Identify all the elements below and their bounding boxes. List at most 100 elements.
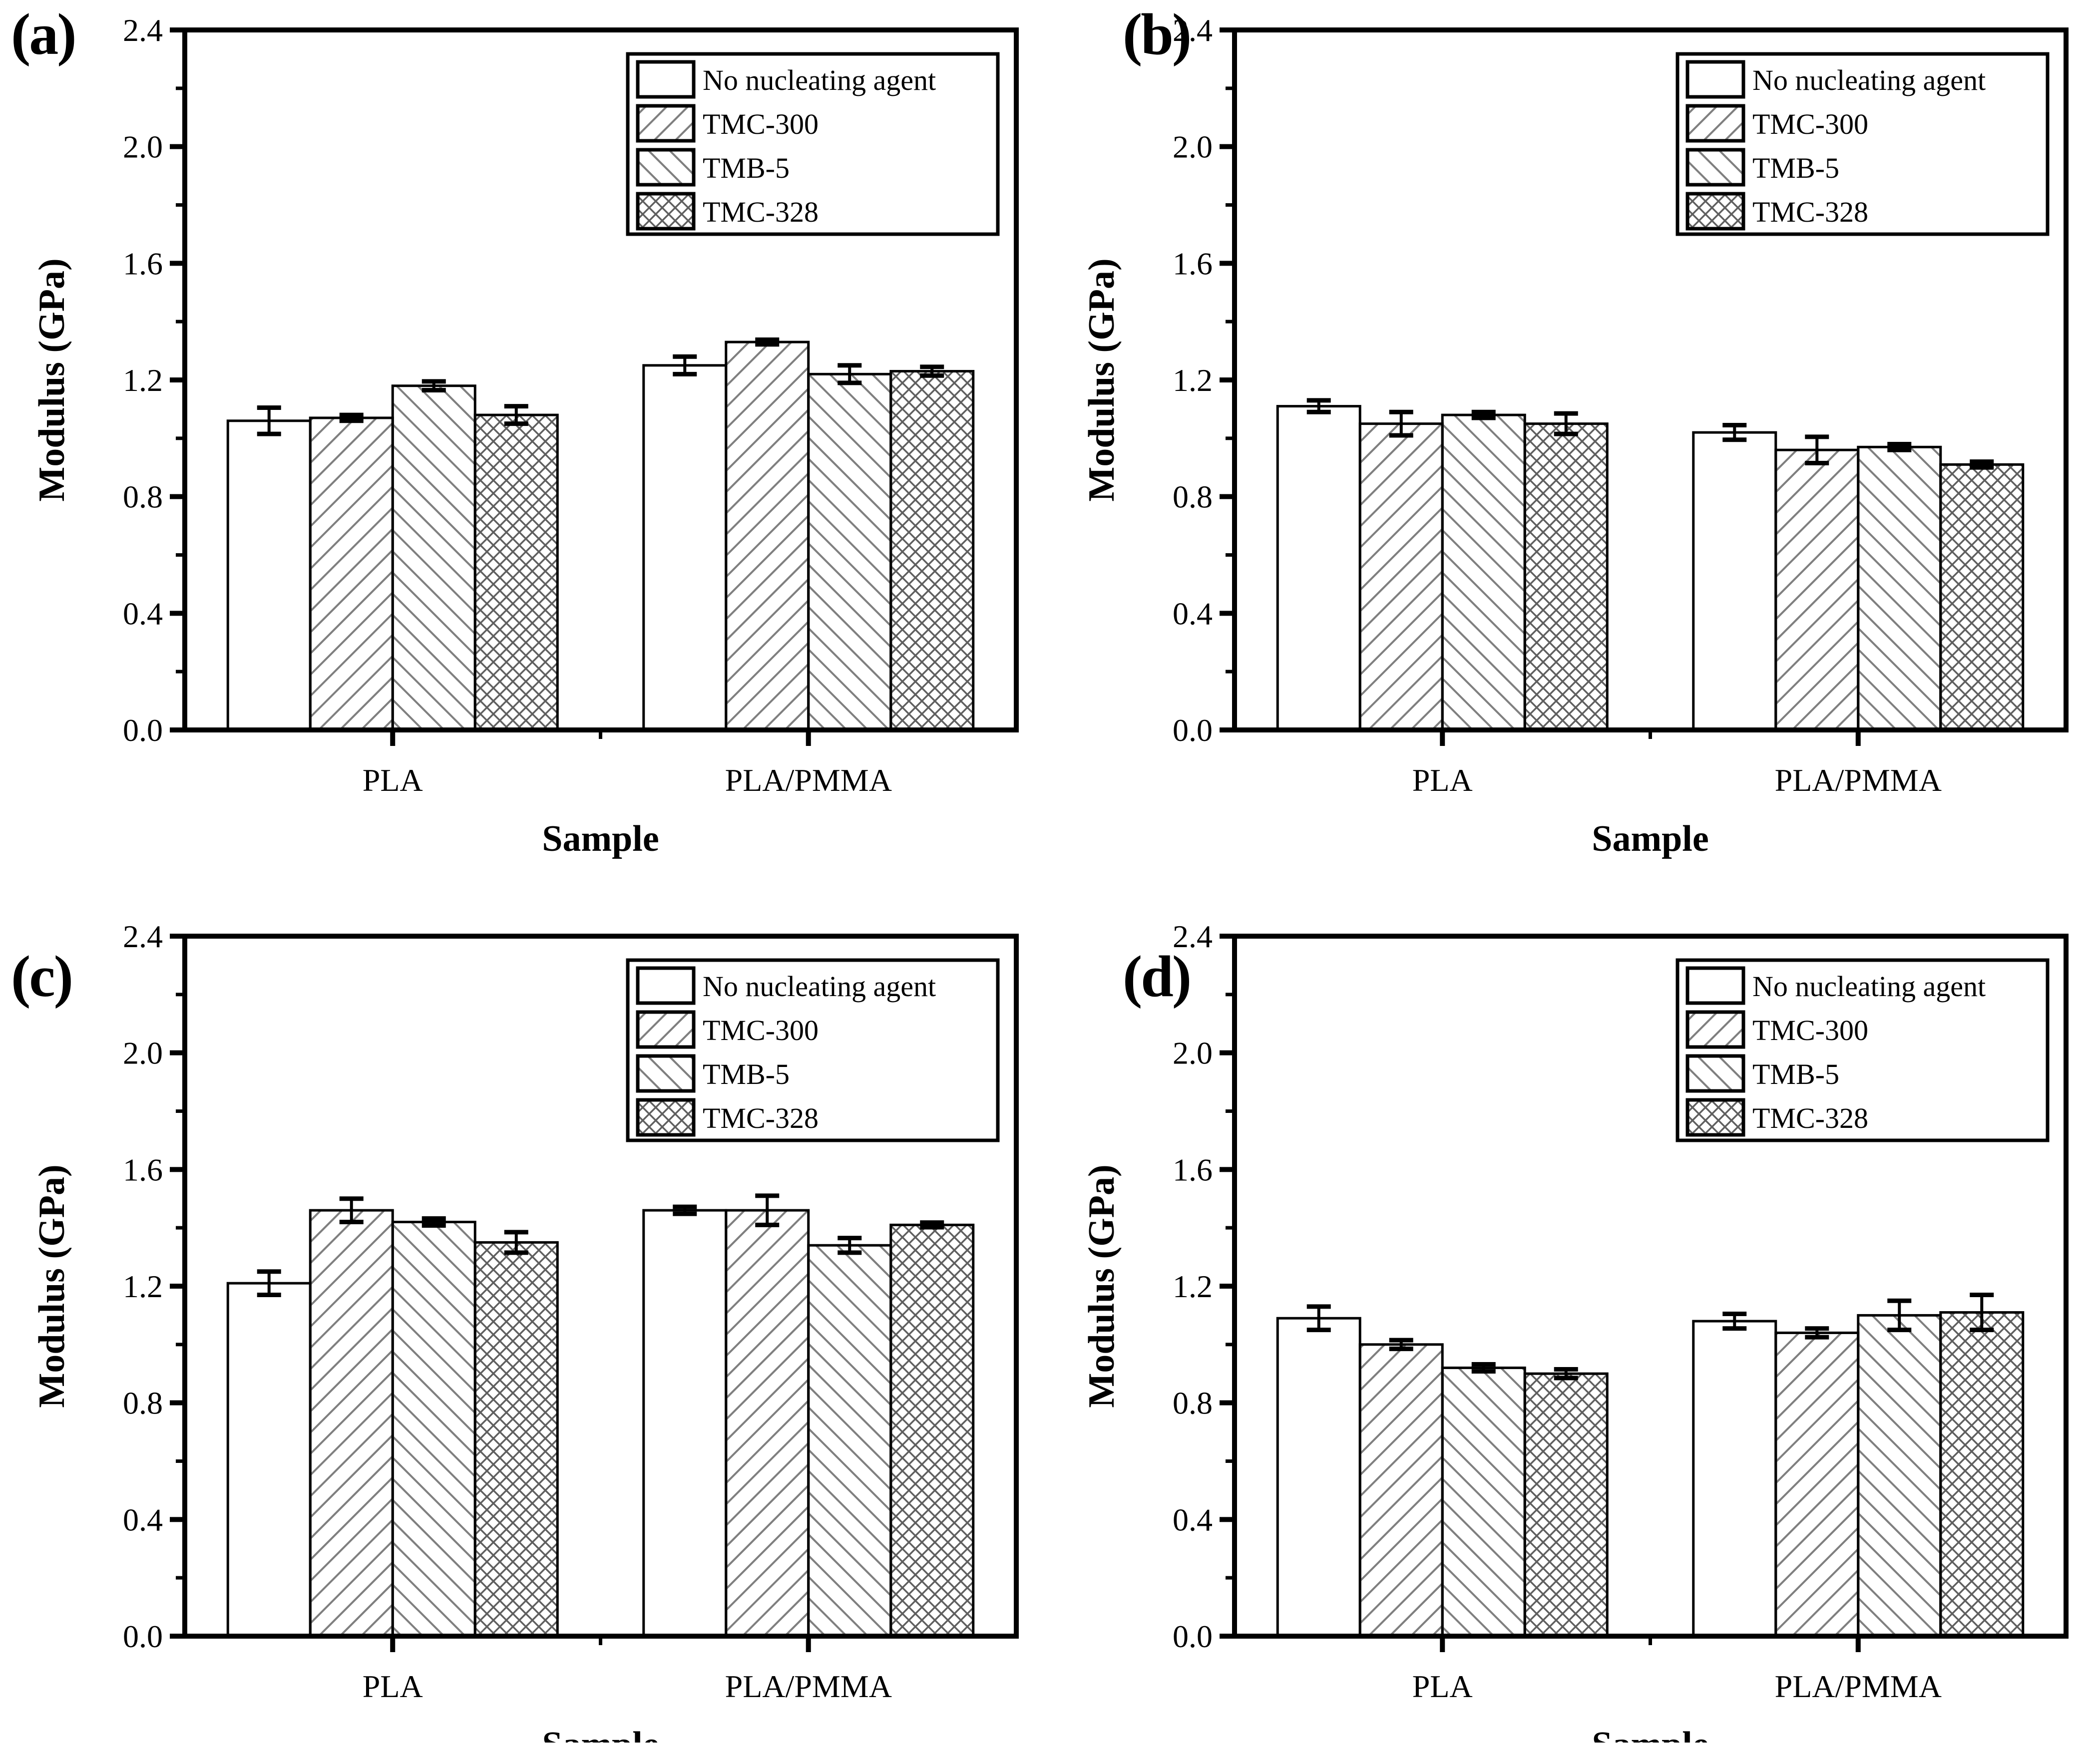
- bar-chart-c: 0.0 0.4 0.8 1.2 1.6 2.0 2.4 PLA PLA/PMMA No nucle…: [31, 919, 1019, 1743]
- plot-border: [182, 27, 1019, 732]
- error-bar-PLA-TMC-328: [504, 1230, 528, 1255]
- bar-PLA-TMC-328: [473, 1241, 559, 1638]
- plot-border: [1232, 934, 2069, 1639]
- error-bar-PLA/PMMA-TMC-328: [920, 364, 944, 378]
- legend-label: No nucleating agent: [1752, 970, 1986, 1003]
- y-tick-label: 0.4: [1173, 596, 1213, 631]
- bar-PLA/PMMA-No nucleating agent: [1692, 1320, 1777, 1638]
- y-axis-title: Modulus (GPa): [1081, 258, 1122, 501]
- bar-PLA-TMC-328: [1523, 422, 1609, 731]
- error-bar-PLA-TMC-300: [339, 1196, 364, 1224]
- bar-chart-a: 0.0 0.4 0.8 1.2 1.6 2.0 2.4 PLA PLA/PMMA No nucle…: [31, 12, 1019, 859]
- legend-label: TMC-300: [703, 108, 819, 140]
- legend-swatch-TMC-300: [636, 104, 696, 143]
- legend-swatch-TMC-328: [1685, 192, 1745, 231]
- y-tick-label: 0.8: [123, 479, 163, 515]
- bar-PLA/PMMA-TMC-300: [1774, 1331, 1860, 1638]
- x-tick-label: PLA/PMMA: [725, 762, 892, 798]
- bar-PLA-TMB-5: [1441, 413, 1526, 731]
- legend-swatch-TMB-5: [1685, 1054, 1745, 1093]
- legend-swatch-TMC-300: [636, 1010, 696, 1049]
- panel-letter-a: (a): [11, 1, 77, 67]
- error-bar-PLA-No nucleating agent: [1306, 1304, 1331, 1333]
- error-bar-PLA-TMC-300: [339, 412, 364, 423]
- error-bar-PLA-TMC-328: [1554, 1367, 1578, 1381]
- y-axis-title: Modulus (GPa): [1081, 1164, 1122, 1407]
- x-axis-title: Sample: [1592, 818, 1708, 859]
- y-tick-label: 1.6: [1173, 1152, 1213, 1187]
- legend: No nucleating agent TMC-300 TMB-5 TMC-328: [1676, 52, 2050, 236]
- legend-swatch-TMB-5: [636, 148, 696, 187]
- error-bar-PLA/PMMA-TMC-300: [1805, 434, 1829, 465]
- plot-border: [182, 934, 1019, 1639]
- error-bar-PLA-TMC-328: [1554, 411, 1578, 436]
- y-tick-label: 1.6: [123, 1152, 163, 1187]
- x-axis-title: Sample: [542, 1725, 659, 1743]
- bar-PLA/PMMA-TMB-5: [807, 1244, 892, 1638]
- bar-PLA-TMB-5: [391, 1220, 476, 1638]
- bar-PLA-TMC-300: [309, 416, 394, 731]
- error-bar-PLA-TMB-5: [1471, 1362, 1496, 1374]
- legend: No nucleating agent TMC-300 TMB-5 TMC-328: [1676, 958, 2050, 1142]
- legend-swatch-TMC-328: [636, 192, 696, 231]
- error-bar-PLA/PMMA-No nucleating agent: [1722, 423, 1747, 442]
- bar-PLA-No nucleating agent: [1276, 1317, 1361, 1638]
- error-bar-PLA/PMMA-TMB-5: [1887, 1298, 1912, 1333]
- y-tick-label: 1.6: [123, 246, 163, 281]
- bar-PLA-TMB-5: [1441, 1367, 1526, 1638]
- legend-label: No nucleating agent: [703, 64, 936, 96]
- y-tick-label: 0.8: [123, 1386, 163, 1421]
- error-bar-PLA/PMMA-TMB-5: [838, 1236, 862, 1255]
- bar-PLA-TMC-300: [309, 1209, 394, 1638]
- y-tick-label: 0.0: [123, 712, 163, 748]
- error-bar-PLA/PMMA-TMC-300: [1805, 1326, 1829, 1340]
- bar-PLA/PMMA-TMC-328: [1939, 463, 2025, 731]
- error-bar-PLA-No nucleating agent: [257, 405, 281, 436]
- legend-swatch-No nucleating agent: [636, 60, 696, 99]
- bar-PLA-TMB-5: [391, 384, 476, 731]
- legend-label: TMC-328: [1752, 196, 1868, 228]
- y-tick-label: 2.4: [123, 919, 163, 954]
- bar-chart-b: 0.0 0.4 0.8 1.2 1.6 2.0 2.4 PLA PLA/PMMA No nucle…: [1081, 12, 2069, 859]
- bar-PLA/PMMA-No nucleating agent: [642, 1209, 728, 1638]
- error-bar-PLA/PMMA-TMB-5: [1887, 442, 1912, 452]
- y-tick-label: 0.0: [1173, 712, 1213, 748]
- legend-swatch-No nucleating agent: [636, 966, 696, 1005]
- x-tick-label: PLA/PMMA: [725, 1669, 892, 1704]
- error-bar-PLA-No nucleating agent: [257, 1269, 281, 1298]
- legend-swatch-TMC-328: [1685, 1098, 1745, 1137]
- bar-PLA/PMMA-TMB-5: [1857, 1314, 1942, 1638]
- y-tick-label: 2.4: [1173, 12, 1213, 48]
- legend-label: No nucleating agent: [1752, 64, 1986, 96]
- legend-swatch-TMC-328: [636, 1098, 696, 1137]
- panel-letter-b: (b): [1123, 1, 1192, 67]
- y-tick-label: 2.0: [1173, 129, 1213, 165]
- bar-PLA-No nucleating agent: [226, 419, 312, 731]
- error-bar-PLA/PMMA-TMC-328: [1970, 459, 1994, 470]
- bar-PLA/PMMA-TMC-328: [889, 369, 975, 731]
- error-bar-PLA/PMMA-TMC-300: [755, 337, 780, 347]
- error-bar-PLA-TMB-5: [421, 1216, 446, 1228]
- error-bar-PLA/PMMA-TMC-328: [1970, 1293, 1994, 1333]
- legend-swatch-TMC-300: [1685, 104, 1745, 143]
- y-axis-title: Modulus (GPa): [31, 258, 72, 501]
- y-tick-label: 0.4: [123, 596, 163, 631]
- error-bar-PLA/PMMA-No nucleating agent: [1722, 1311, 1747, 1331]
- x-axis-title: Sample: [1592, 1725, 1708, 1743]
- error-bar-PLA/PMMA-No nucleating agent: [673, 1204, 697, 1216]
- y-tick-label: 2.0: [1173, 1036, 1213, 1071]
- bar-PLA-TMC-328: [1523, 1372, 1609, 1638]
- y-tick-label: 0.0: [1173, 1619, 1213, 1654]
- plot-border: [1232, 27, 2069, 732]
- legend-label: TMB-5: [1752, 152, 1839, 184]
- x-axis-title: Sample: [542, 818, 659, 859]
- legend: No nucleating agent TMC-300 TMB-5 TMC-328: [626, 958, 1000, 1142]
- bar-PLA-TMC-300: [1358, 1343, 1444, 1638]
- bar-PLA/PMMA-TMC-300: [725, 1209, 810, 1638]
- x-tick-label: PLA/PMMA: [1775, 1669, 1942, 1704]
- y-tick-label: 2.4: [123, 12, 163, 48]
- legend-swatch-TMB-5: [1685, 148, 1745, 187]
- legend-label: TMC-328: [703, 1102, 819, 1134]
- bar-PLA/PMMA-No nucleating agent: [642, 364, 728, 731]
